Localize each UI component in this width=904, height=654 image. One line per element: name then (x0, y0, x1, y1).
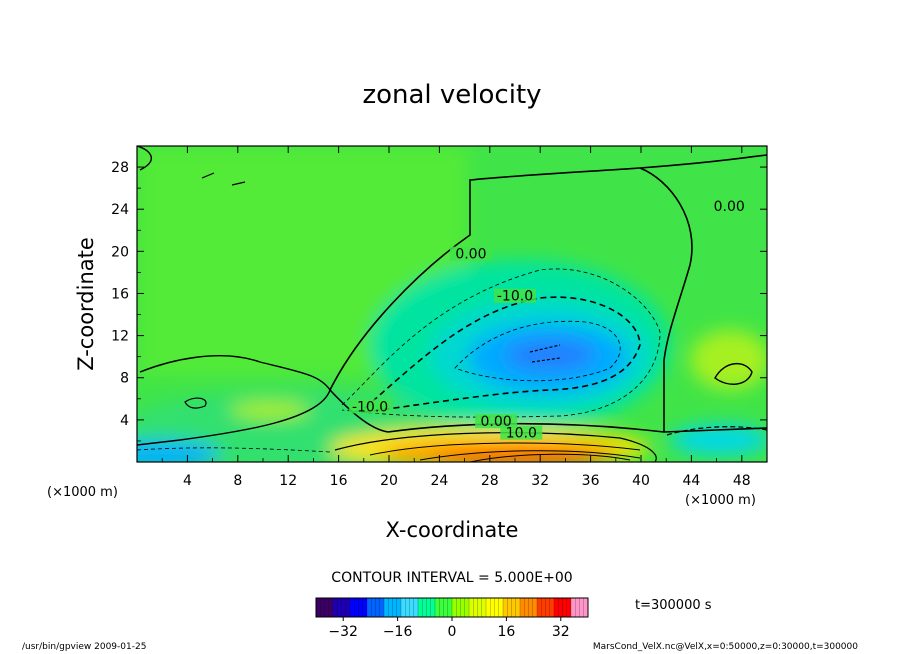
colorbar-tick-label: 0 (448, 624, 457, 640)
colorbar-tick-label: −16 (383, 624, 413, 640)
chart-title: zonal velocity (362, 80, 541, 110)
y-tick-label: 4 (120, 413, 129, 429)
x-unit-label-right: (×1000 m) (685, 493, 756, 508)
colorbar-swatch (452, 598, 470, 617)
colorbar-swatch (486, 598, 504, 617)
x-tick-label: 32 (531, 473, 549, 489)
contour-label: 0.00 (455, 247, 486, 263)
x-tick-label: 24 (430, 473, 448, 489)
contour-interval-label: CONTOUR INTERVAL = 5.000E+00 (331, 570, 572, 586)
colorbar-tick-label: 16 (497, 624, 515, 640)
x-tick-label: 28 (481, 473, 499, 489)
y-tick-label: 16 (111, 286, 129, 302)
colorbar-swatch (384, 598, 402, 617)
x-tick-label: 36 (582, 473, 600, 489)
colorbar-swatch (401, 598, 419, 617)
colorbar-swatch (367, 598, 385, 617)
contour-label-backdrop (475, 414, 518, 429)
contour-label-backdrop (708, 199, 751, 214)
contour-label: 0.00 (714, 199, 745, 215)
colorbar-tick-label: −32 (328, 624, 358, 640)
colorbar-swatch (333, 598, 351, 617)
contour-label: 10.0 (506, 426, 537, 442)
time-label: t=300000 s (635, 598, 712, 613)
y-tick-label: 8 (120, 371, 129, 387)
colorbar: −32 −16 0 16 32 (315, 597, 589, 640)
x-tick-label: 12 (279, 473, 297, 489)
x-tick-label: 16 (330, 473, 348, 489)
colorbar-swatch (418, 598, 436, 617)
y-tick-label: 24 (111, 202, 129, 218)
contour-label-backdrop (500, 425, 543, 440)
colorbar-swatch (571, 598, 589, 617)
colorbar-swatch (537, 598, 555, 617)
contour-label: -10.0 (497, 289, 533, 305)
x-tick-label: 20 (380, 473, 398, 489)
plot-frame (136, 145, 768, 463)
footer-left: /usr/bin/gpview 2009-01-25 (22, 642, 147, 652)
colorbar-swatch (316, 598, 334, 617)
colorbar-swatch (520, 598, 538, 617)
y-axis: 4 8 12 16 20 24 28 (111, 160, 767, 442)
x-tick-label: 8 (233, 473, 242, 489)
contour-label: -10.0 (352, 399, 388, 415)
x-tick-label: 44 (682, 473, 700, 489)
colorbar-tick-label: 32 (552, 624, 570, 640)
colorbar-swatch (469, 598, 487, 617)
colorbar-swatch (503, 598, 521, 617)
contour-label-backdrop (494, 288, 536, 303)
contour-label-backdrop (349, 399, 392, 414)
y-tick-label: 28 (111, 160, 129, 176)
x-axis: 4 8 12 16 20 24 28 32 36 40 44 48 (161, 146, 751, 489)
colorbar-swatch (350, 598, 368, 617)
colorbar-swatch (435, 598, 453, 617)
y-tick-label: 12 (111, 329, 129, 345)
x-unit-label-left: (×1000 m) (47, 485, 118, 500)
contour-lines (137, 146, 767, 462)
x-tick-label: 4 (183, 473, 192, 489)
footer-right: MarsCond_VelX.nc@VelX,x=0:50000,z=0:3000… (592, 642, 858, 652)
contour-label-backdrop (449, 246, 492, 261)
x-tick-label: 40 (632, 473, 650, 489)
x-axis-label: X-coordinate (386, 518, 519, 542)
x-tick-label: 48 (733, 473, 751, 489)
y-axis-label: Z-coordinate (74, 237, 98, 371)
y-tick-label: 20 (111, 244, 129, 260)
colorbar-swatch (554, 598, 572, 617)
